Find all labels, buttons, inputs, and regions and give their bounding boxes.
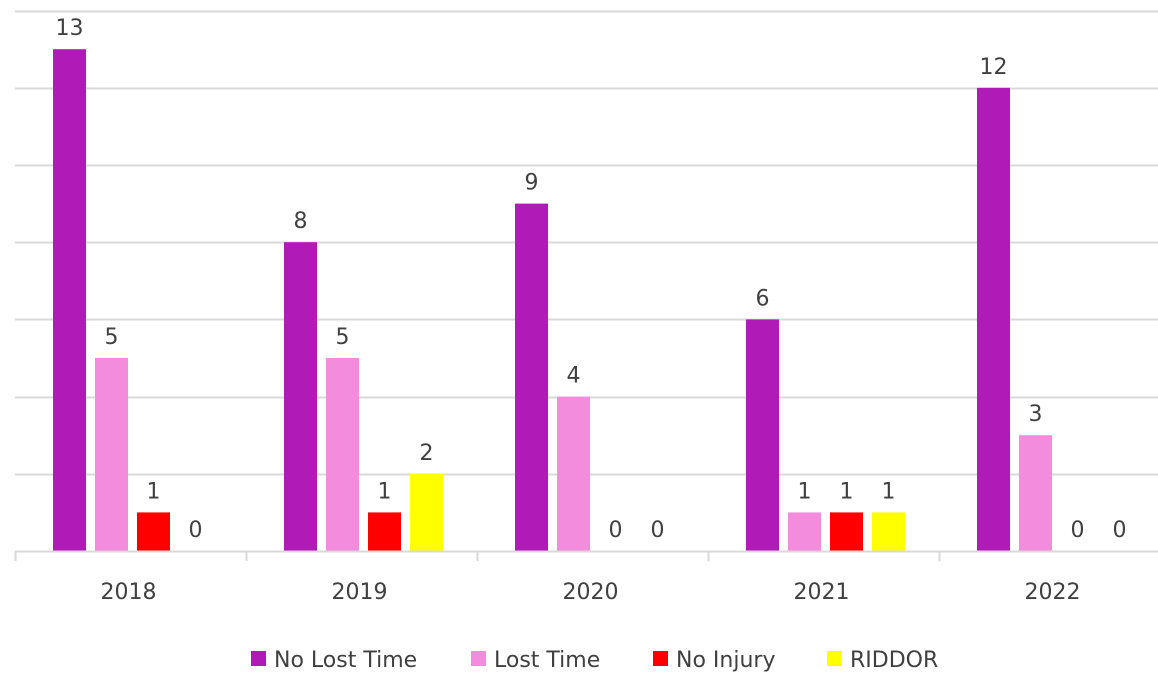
x-tick-label: 2021 [794, 580, 850, 605]
legend-swatch [471, 651, 486, 666]
legend-label: No Injury [676, 648, 775, 673]
bar-no-lost-time-2021 [746, 319, 779, 551]
legend: No Lost Time Lost Time No Injury RIDDOR [251, 648, 938, 673]
data-label: 2 [420, 441, 434, 466]
x-tick-label: 2018 [101, 580, 157, 605]
legend-item-no-lost-time: No Lost Time [251, 648, 417, 673]
legend-swatch [251, 651, 266, 666]
x-tick-label: 2022 [1025, 580, 1081, 605]
data-label: 5 [105, 325, 119, 350]
data-label: 4 [567, 364, 581, 389]
data-label: 12 [980, 55, 1008, 80]
data-label: 0 [1071, 518, 1085, 543]
data-label: 0 [609, 518, 623, 543]
data-label: 1 [840, 479, 854, 504]
x-tick-label: 2020 [563, 580, 619, 605]
data-label: 0 [1113, 518, 1127, 543]
bar-riddor-2021 [872, 512, 905, 551]
bar-lost-time-2022 [1019, 435, 1052, 551]
bar-no-lost-time-2019 [284, 242, 317, 551]
data-label: 0 [189, 518, 203, 543]
data-label: 5 [336, 325, 350, 350]
data-label: 8 [294, 209, 308, 234]
data-label: 1 [798, 479, 812, 504]
legend-item-riddor: RIDDOR [827, 648, 938, 673]
legend-label: Lost Time [494, 648, 600, 673]
legend-label: RIDDOR [850, 648, 938, 673]
data-label: 0 [651, 518, 665, 543]
bar-no-lost-time-2018 [53, 49, 86, 551]
legend-item-no-injury: No Injury [653, 648, 775, 673]
x-tick-label: 2019 [332, 580, 388, 605]
data-label: 1 [882, 479, 896, 504]
bar-lost-time-2021 [788, 512, 821, 551]
bars-group [53, 49, 1052, 552]
gridlines [15, 10, 1158, 476]
legend-swatch [827, 651, 842, 666]
data-label: 9 [525, 171, 539, 196]
bar-riddor-2019 [410, 473, 443, 551]
bar-no-lost-time-2020 [515, 203, 548, 551]
bar-lost-time-2018 [95, 358, 128, 551]
data-label: 1 [378, 479, 392, 504]
legend-item-lost-time: Lost Time [471, 648, 600, 673]
bar-lost-time-2020 [557, 396, 590, 551]
data-label: 13 [56, 16, 84, 41]
legend-swatch [653, 651, 668, 666]
x-axis: 2018 2019 2020 2021 2022 [14, 550, 1158, 605]
bar-no-injury-2021 [830, 512, 863, 551]
bar-lost-time-2019 [326, 358, 359, 551]
data-label: 1 [147, 479, 161, 504]
data-label: 6 [756, 286, 770, 311]
data-label: 3 [1029, 402, 1043, 427]
bar-no-injury-2019 [368, 512, 401, 551]
legend-label: No Lost Time [274, 648, 417, 673]
bar-no-lost-time-2022 [977, 87, 1010, 552]
bar-no-injury-2018 [137, 512, 170, 551]
